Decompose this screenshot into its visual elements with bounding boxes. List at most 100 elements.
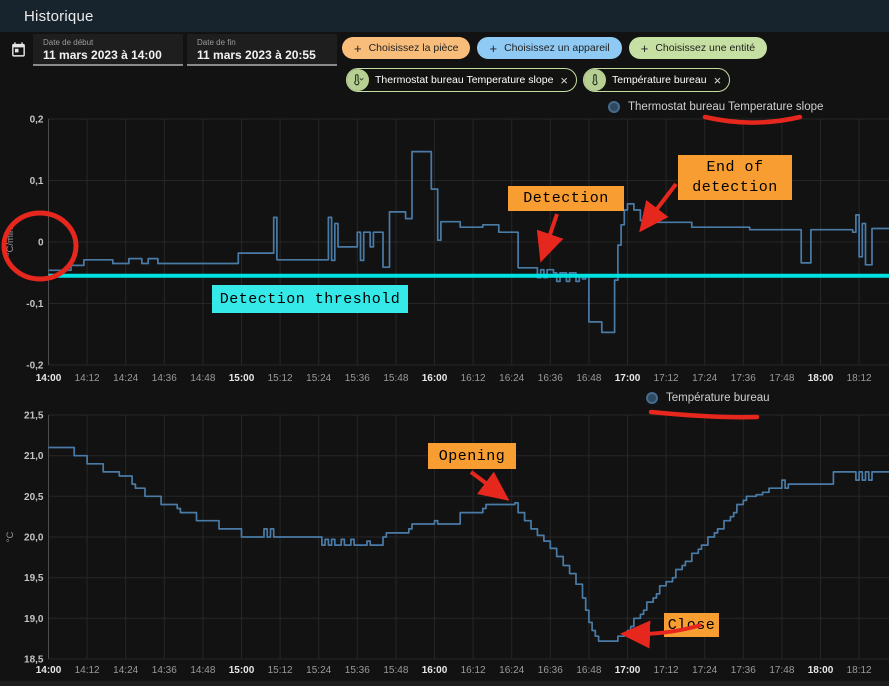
slope-chart-legend[interactable]: Thermostat bureau Temperature slope	[608, 101, 823, 113]
choose-area-label: Choisissez la pièce	[368, 42, 459, 54]
slope-chart-canvas[interactable]: 14:00 14:12 14:24 14:36 14:48 15:00 15:12 15:24…	[0, 100, 889, 390]
svg-text:20,0: 20,0	[24, 533, 44, 544]
end-of-detection-line1: End of	[706, 158, 764, 176]
end-of-detection-annotation: End of detection	[678, 155, 792, 200]
svg-text:18:00: 18:00	[808, 373, 834, 384]
svg-text:-0,2: -0,2	[26, 361, 44, 372]
date-end-field[interactable]: Date de fin 11 mars 2023 à 20:55	[187, 34, 337, 66]
svg-text:°C/min: °C/min	[5, 228, 16, 257]
svg-text:15:00: 15:00	[229, 665, 255, 676]
svg-text:16:36: 16:36	[538, 373, 563, 384]
svg-text:17:12: 17:12	[654, 373, 679, 384]
svg-text:16:24: 16:24	[499, 665, 524, 676]
svg-text:17:48: 17:48	[769, 373, 794, 384]
svg-text:°C: °C	[5, 532, 16, 543]
choose-area-chip[interactable]: + Choisissez la pièce	[342, 37, 471, 59]
svg-text:18:12: 18:12	[847, 665, 872, 676]
date-end-value: 11 mars 2023 à 20:55	[197, 48, 316, 62]
filter-chips: + Choisissez la pièce + Choisissez un ap…	[342, 37, 768, 59]
selected-entity-chips: Thermostat bureau Temperature slope × Te…	[346, 68, 731, 92]
svg-text:17:00: 17:00	[615, 373, 641, 384]
app-header: Historique	[0, 0, 889, 32]
svg-text:14:24: 14:24	[113, 665, 138, 676]
detection-threshold-annotation: Detection threshold	[212, 285, 408, 313]
svg-text:18:00: 18:00	[808, 665, 834, 676]
svg-text:16:00: 16:00	[422, 373, 448, 384]
date-end-label: Date de fin	[197, 38, 236, 47]
choose-device-label: Choisissez un appareil	[504, 42, 610, 54]
svg-text:15:12: 15:12	[268, 373, 293, 384]
thermometer-icon	[584, 69, 606, 91]
svg-text:17:00: 17:00	[615, 665, 641, 676]
svg-text:0,1: 0,1	[30, 176, 44, 187]
svg-text:20,5: 20,5	[24, 492, 44, 503]
opening-annotation: Opening	[428, 443, 516, 469]
plus-icon: +	[640, 40, 649, 56]
svg-text:19,0: 19,0	[24, 614, 44, 625]
svg-text:14:48: 14:48	[190, 373, 215, 384]
svg-text:15:36: 15:36	[345, 373, 370, 384]
close-icon[interactable]: ×	[560, 72, 568, 88]
svg-text:14:00: 14:00	[36, 665, 62, 676]
svg-text:14:00: 14:00	[36, 373, 62, 384]
choose-entity-label: Choisissez une entité	[655, 42, 756, 54]
svg-text:14:12: 14:12	[75, 665, 100, 676]
svg-text:16:24: 16:24	[499, 373, 524, 384]
entity-chip-slope-label: Thermostat bureau Temperature slope	[375, 74, 554, 86]
svg-text:19,5: 19,5	[24, 573, 44, 584]
svg-text:16:36: 16:36	[538, 665, 563, 676]
svg-text:21,0: 21,0	[24, 451, 44, 462]
detection-annotation: Detection	[508, 186, 624, 211]
svg-text:15:24: 15:24	[306, 665, 331, 676]
svg-text:16:48: 16:48	[576, 665, 601, 676]
date-start-value: 11 mars 2023 à 14:00	[43, 48, 162, 62]
svg-text:17:36: 17:36	[731, 665, 756, 676]
legend1-label: Thermostat bureau Temperature slope	[628, 101, 824, 113]
legend-dot-icon	[608, 101, 620, 113]
calendar-icon[interactable]	[10, 41, 27, 58]
svg-text:16:48: 16:48	[576, 373, 601, 384]
svg-text:-0,1: -0,1	[26, 299, 44, 310]
svg-text:21,5: 21,5	[24, 411, 44, 422]
svg-text:15:36: 15:36	[345, 665, 370, 676]
svg-text:14:24: 14:24	[113, 373, 138, 384]
svg-text:15:00: 15:00	[229, 373, 255, 384]
temperature-chart-canvas[interactable]: 14:00 14:12 14:24 14:36 14:48 15:00 15:12 15:24…	[0, 395, 889, 686]
svg-text:17:36: 17:36	[731, 373, 756, 384]
bottom-divider	[0, 681, 889, 686]
svg-text:17:12: 17:12	[654, 665, 679, 676]
plus-icon: +	[489, 40, 498, 56]
svg-text:18,5: 18,5	[24, 655, 44, 666]
svg-text:15:48: 15:48	[383, 373, 408, 384]
end-of-detection-line2: detection	[692, 178, 778, 196]
page-title: Historique	[24, 7, 94, 25]
close-annotation: Close	[664, 613, 719, 637]
legend2-label: Température bureau	[666, 392, 770, 404]
svg-text:16:12: 16:12	[461, 665, 486, 676]
svg-text:14:48: 14:48	[190, 665, 215, 676]
date-start-field[interactable]: Date de début 11 mars 2023 à 14:00	[33, 34, 183, 66]
thermometer-chevron-icon	[347, 69, 369, 91]
entity-chip-slope[interactable]: Thermostat bureau Temperature slope ×	[346, 68, 577, 92]
svg-text:16:12: 16:12	[461, 373, 486, 384]
svg-text:17:48: 17:48	[769, 665, 794, 676]
choose-device-chip[interactable]: + Choisissez un appareil	[477, 37, 622, 59]
close-icon[interactable]: ×	[713, 72, 722, 88]
plus-icon: +	[354, 40, 362, 56]
svg-text:0,2: 0,2	[30, 115, 44, 126]
svg-text:17:24: 17:24	[692, 665, 717, 676]
svg-text:14:36: 14:36	[152, 665, 177, 676]
svg-text:14:36: 14:36	[152, 373, 177, 384]
svg-text:15:12: 15:12	[268, 665, 293, 676]
svg-text:17:24: 17:24	[692, 373, 717, 384]
svg-text:15:24: 15:24	[306, 373, 331, 384]
legend-dot-icon	[646, 392, 658, 404]
svg-text:14:12: 14:12	[75, 373, 100, 384]
date-start-label: Date de début	[43, 38, 94, 47]
entity-chip-temperature-label: Température bureau	[612, 74, 707, 86]
entity-chip-temperature[interactable]: Température bureau ×	[583, 68, 731, 92]
svg-text:0: 0	[38, 238, 44, 249]
temperature-chart-legend[interactable]: Température bureau	[646, 392, 770, 404]
choose-entity-chip[interactable]: + Choisissez une entité	[628, 37, 768, 59]
